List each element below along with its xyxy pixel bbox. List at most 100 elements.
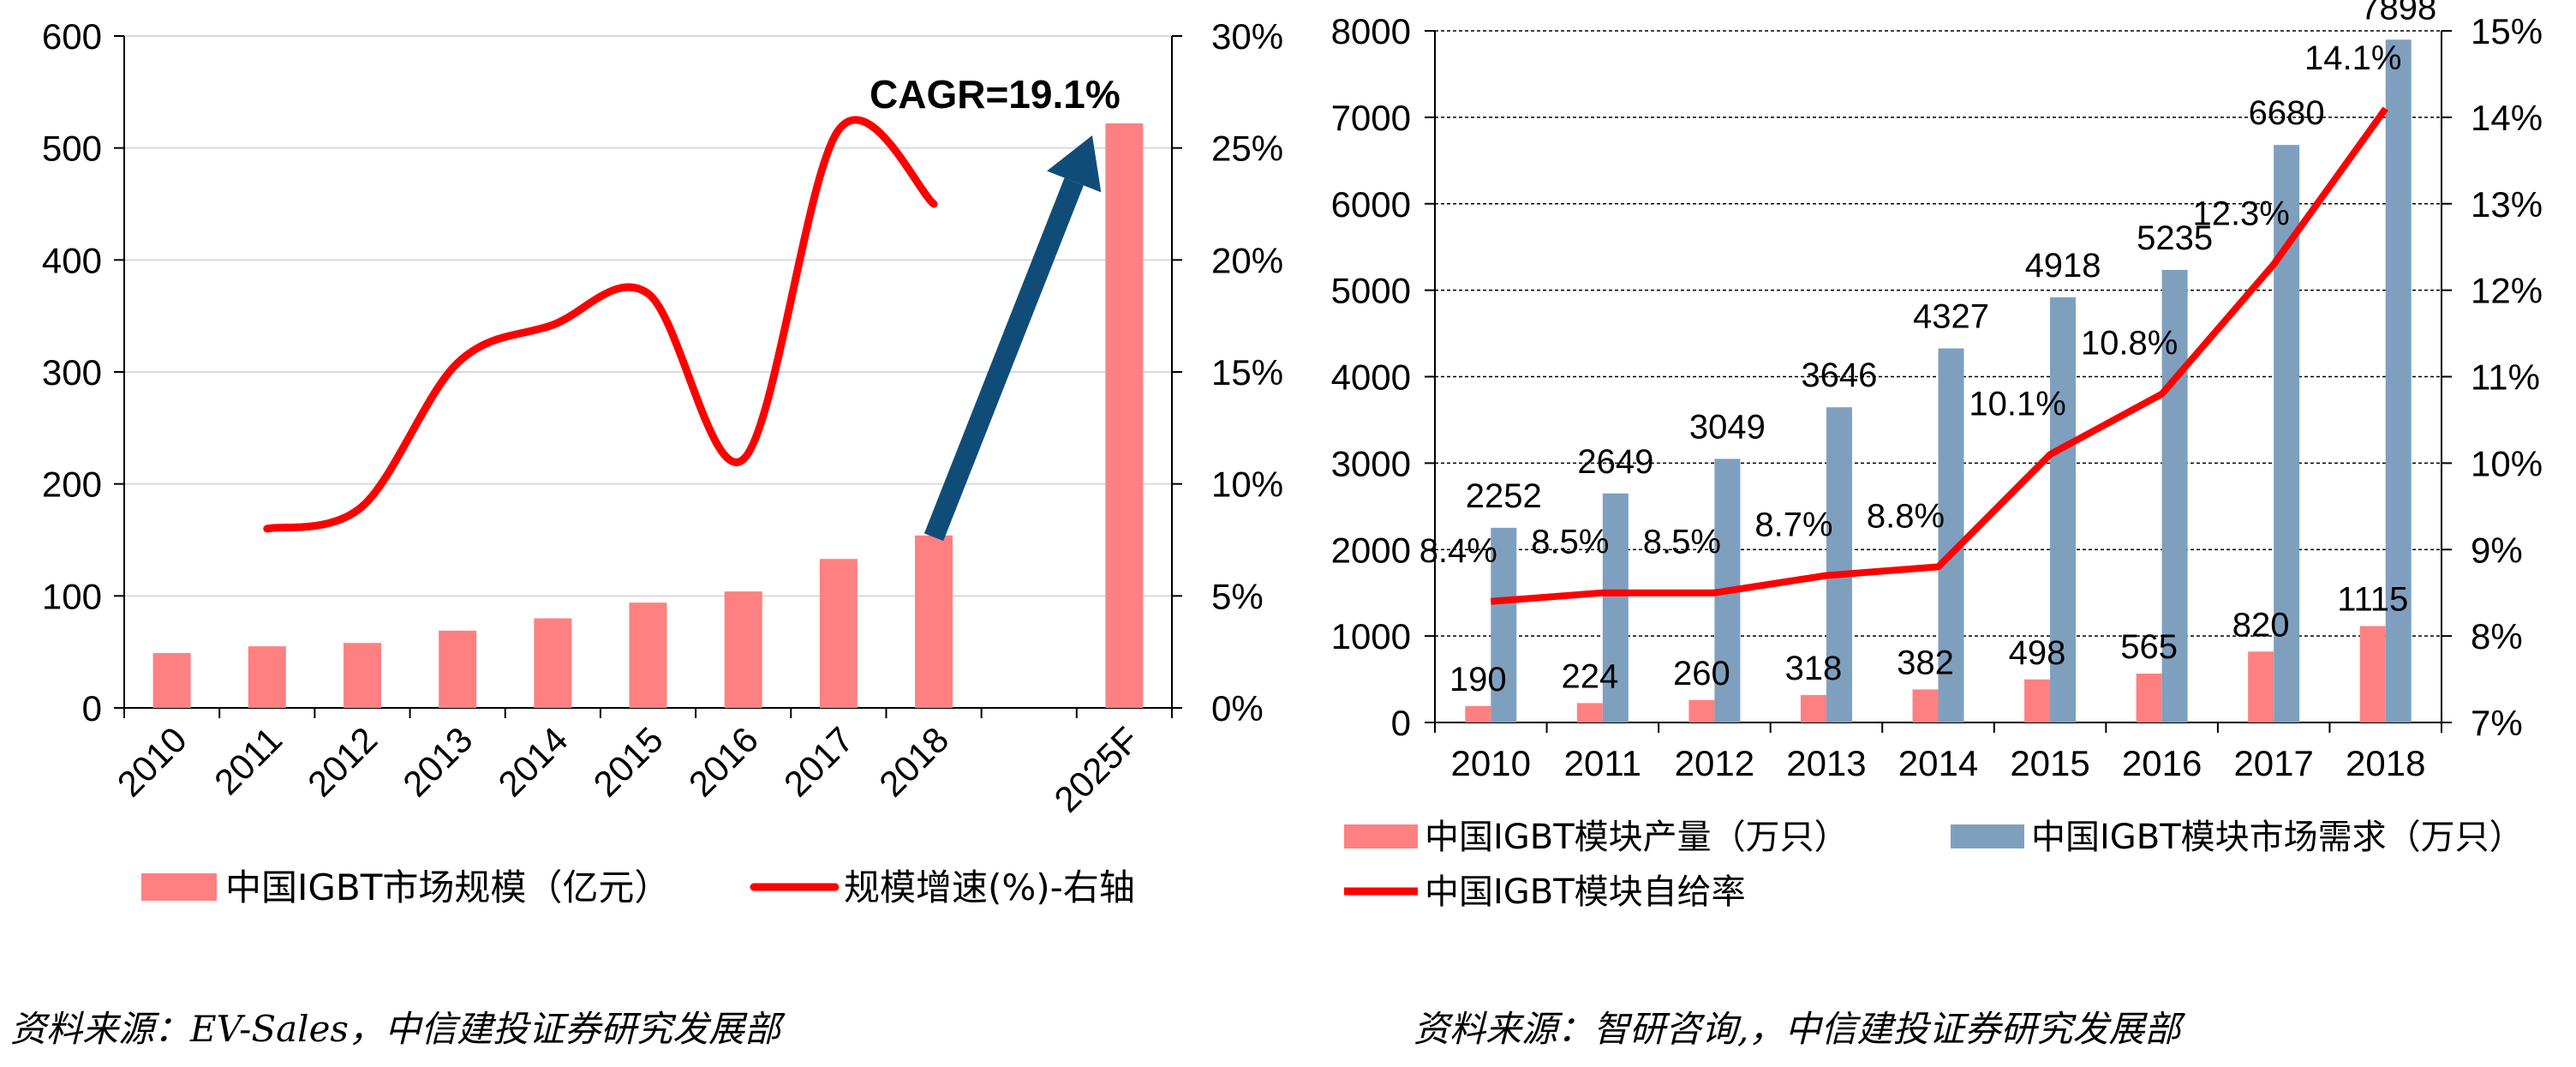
y2-tick-label: 7% [2471, 703, 2523, 743]
y-tick-label: 300 [42, 352, 102, 393]
bar-market-size [724, 591, 762, 708]
production-data-label: 565 [2120, 628, 2178, 666]
y-tick-label: 400 [42, 240, 102, 280]
production-data-label: 318 [1785, 650, 1843, 687]
legend-swatch-demand [1951, 824, 2024, 848]
bar-production [1465, 705, 1491, 722]
demand-data-label: 6680 [2249, 94, 2325, 132]
y2-tick-label: 13% [2471, 184, 2543, 225]
bar-demand [1602, 493, 1629, 722]
self-sufficiency-data-label: 8.8% [1867, 497, 1945, 535]
demand-data-label: 7898 [2360, 0, 2436, 27]
bar-demand [1826, 407, 1852, 722]
production-data-label: 382 [1897, 644, 1954, 681]
y-tick-label: 4000 [1331, 357, 1411, 398]
y-tick-label: 7000 [1331, 98, 1411, 138]
bar-production [1688, 699, 1715, 722]
demand-data-label: 3049 [1689, 408, 1766, 446]
bar-production [2024, 679, 2051, 722]
self-sufficiency-data-label: 8.4% [1419, 532, 1497, 570]
x-tick-label: 2014 [490, 719, 575, 804]
demand-data-label: 5235 [2137, 219, 2213, 257]
y2-tick-label: 10% [1211, 465, 1283, 505]
x-tick-label: 2015 [2010, 743, 2089, 783]
x-tick-label: 2012 [300, 719, 385, 804]
y2-tick-label: 8% [2471, 616, 2523, 656]
y-tick-label: 1000 [1331, 616, 1411, 656]
y-tick-label: 6000 [1331, 184, 1411, 225]
demand-data-label: 3646 [1801, 357, 1877, 394]
demand-data-label: 4918 [2025, 247, 2101, 285]
legend-swatch-production [1344, 824, 1418, 848]
cagr-annotation: CAGR=19.1% [870, 72, 1121, 117]
x-tick-label: 2018 [871, 719, 956, 804]
legend-label-bar: 中国IGBT市场规模（亿元） [225, 866, 670, 908]
production-data-label: 498 [2009, 634, 2066, 672]
y-tick-label: 100 [42, 576, 102, 616]
y2-tick-label: 11% [2471, 357, 2540, 398]
x-tick-label: 2017 [2233, 743, 2313, 783]
x-tick-label: 2013 [1786, 743, 1866, 783]
x-tick-label: 2016 [681, 719, 766, 804]
demand-data-label: 2252 [1466, 477, 1542, 515]
y2-tick-label: 12% [2471, 271, 2543, 311]
source-note: 资料来源：智研咨询,，中信建投证券研究发展部 [1414, 1008, 2185, 1050]
self-sufficiency-data-label: 12.3% [2192, 195, 2289, 232]
x-tick-label: 2014 [1898, 743, 1978, 783]
bar-market-size [1105, 123, 1144, 709]
y2-tick-label: 30% [1211, 16, 1283, 57]
legend-label-line: 规模增速(%)-右轴 [844, 866, 1135, 908]
production-data-label: 190 [1449, 661, 1507, 698]
legend-label-demand: 中国IGBT模块市场需求（万只） [2031, 818, 2524, 857]
y2-tick-label: 5% [1211, 576, 1264, 616]
x-tick-label: 2012 [1675, 743, 1754, 783]
y-tick-label: 0 [82, 688, 102, 728]
x-tick-label: 2025F [1046, 719, 1146, 819]
y-tick-label: 200 [42, 465, 102, 505]
y-tick-label: 600 [42, 16, 102, 57]
y-tick-label: 0 [1391, 703, 1411, 743]
y-tick-label: 5000 [1331, 271, 1411, 311]
bar-production [1576, 703, 1603, 722]
production-data-label: 820 [2232, 606, 2290, 644]
bar-production [1800, 694, 1826, 722]
production-data-label: 1115 [2337, 581, 2408, 619]
bar-production [1912, 689, 1939, 722]
bar-demand [2161, 269, 2188, 722]
growth-line [263, 116, 938, 533]
self-sufficiency-data-label: 10.8% [2081, 325, 2178, 363]
bar-market-size [629, 602, 667, 708]
x-tick-label: 2018 [2346, 743, 2425, 783]
bar-production [2248, 651, 2274, 722]
x-tick-label: 2016 [2122, 743, 2202, 783]
bar-demand [1491, 527, 1517, 722]
y2-tick-label: 25% [1211, 129, 1283, 169]
x-tick-label: 2013 [395, 719, 480, 804]
self-sufficiency-data-label: 8.5% [1531, 524, 1609, 561]
bar-demand [2385, 39, 2412, 723]
self-sufficiency-data-label: 14.1% [2304, 39, 2401, 77]
cagr-arrow-head [1047, 135, 1102, 193]
demand-data-label: 4327 [1913, 298, 1989, 336]
y2-tick-label: 14% [2471, 98, 2543, 138]
legend-label-production: 中国IGBT模块产量（万只） [1425, 818, 1849, 857]
x-tick-label: 2015 [586, 719, 671, 804]
y2-tick-label: 15% [1211, 352, 1283, 393]
bar-demand [2050, 297, 2077, 722]
bar-market-size [248, 646, 286, 708]
bar-market-size [915, 535, 953, 708]
y2-tick-label: 15% [2471, 11, 2543, 51]
bar-market-size [439, 630, 477, 708]
y-tick-label: 8000 [1331, 11, 1411, 51]
bar-production [2136, 674, 2162, 722]
y2-tick-label: 0% [1211, 688, 1264, 728]
right-chart: 0 1000 2000 3000 4000 5000 6000 7000 8000 7% 8% 9% 1… [1331, 0, 2543, 1050]
y-tick-label: 3000 [1331, 443, 1411, 483]
production-data-label: 260 [1673, 655, 1730, 692]
demand-data-label: 2649 [1577, 443, 1653, 481]
left-chart: 0 100 200 300 400 500 600 0% 5% 10% 15% 20% 25% 30% 20… [10, 16, 1283, 1050]
legend-swatch-bar [141, 873, 217, 901]
legend-label-line: 中国IGBT模块自给率 [1425, 872, 1746, 912]
cagr-arrow-shaft [923, 177, 1084, 542]
